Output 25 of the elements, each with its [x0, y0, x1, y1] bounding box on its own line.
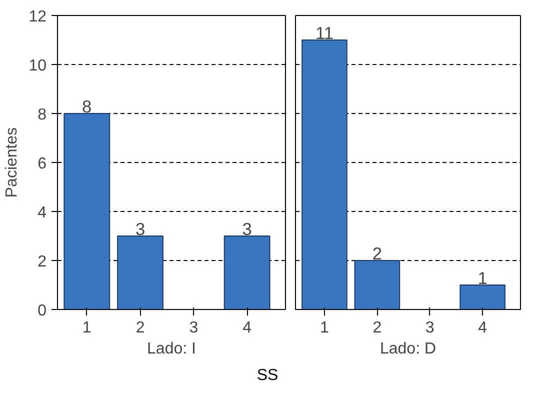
- data-label: 2: [372, 244, 382, 264]
- x-tick-label: 4: [478, 320, 488, 336]
- x-tick-label: 1: [82, 320, 92, 336]
- y-tick-label: 4: [38, 204, 47, 222]
- data-label: 3: [242, 219, 252, 239]
- y-tick-label: 10: [28, 58, 47, 74]
- x-tick-label: 3: [425, 320, 434, 336]
- y-tick-label: 12: [28, 8, 47, 26]
- x-tick-label: 2: [372, 320, 382, 336]
- x-tick-label: 2: [136, 320, 145, 336]
- data-label: 11: [315, 23, 334, 43]
- y-tick-label: 0: [38, 302, 47, 320]
- data-label: 1: [478, 268, 488, 288]
- y-tick-label: 2: [38, 254, 47, 270]
- x-tick-label: 1: [320, 320, 330, 336]
- x-axis-title: Lado: I: [147, 340, 196, 358]
- x-tick-label: 4: [242, 320, 252, 336]
- y-axis-title: Pacientes: [4, 127, 21, 198]
- data-label: 8: [82, 96, 92, 116]
- y-tick-label: 8: [38, 106, 47, 124]
- text: SS: [256, 366, 278, 386]
- y-tick-label: 6: [38, 156, 47, 172]
- x-axis-title: Lado: D: [380, 340, 436, 358]
- data-label: 3: [135, 219, 146, 239]
- x-tick-label: 3: [189, 320, 198, 336]
